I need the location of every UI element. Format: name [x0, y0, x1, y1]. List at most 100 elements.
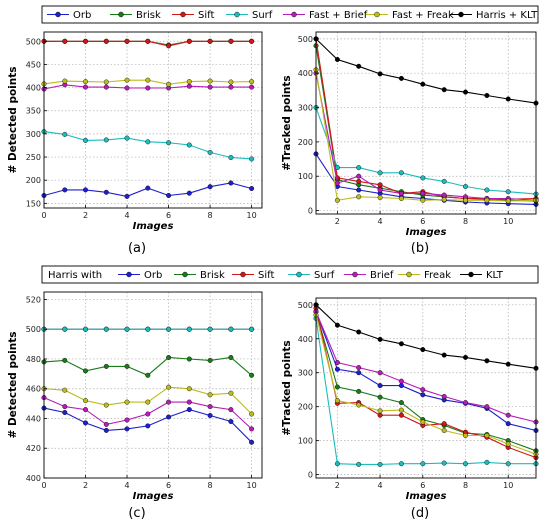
data-point [145, 139, 151, 145]
legend-entry: Surf [226, 10, 273, 21]
data-point [420, 81, 426, 87]
series-line [315, 69, 537, 202]
x-tick-label: 4 [378, 217, 383, 226]
y-tick-label: 100 [298, 172, 313, 181]
legend-label: Sift [198, 10, 214, 21]
series-fast-brief [41, 82, 255, 92]
data-point [103, 189, 109, 195]
data-point [82, 38, 88, 44]
data-point [356, 173, 362, 179]
data-point [62, 387, 68, 393]
y-tick-label: 500 [298, 301, 313, 310]
x-tick-label: 8 [463, 481, 468, 490]
data-point [228, 154, 234, 160]
data-point [463, 400, 469, 406]
x-tick-label: 6 [166, 481, 171, 490]
data-point [62, 78, 68, 84]
data-point [377, 412, 383, 418]
data-point [103, 79, 109, 85]
data-point [228, 355, 234, 361]
legend-entry: Brisk [110, 10, 161, 21]
grid-lines [43, 292, 262, 479]
legend-top: Orb Brisk Sift Surf Fast + Brief Fast + Freak… [41, 5, 539, 24]
legend-entry: Fast + Brief [283, 10, 368, 21]
data-point [484, 358, 490, 364]
data-point [398, 195, 404, 201]
data-point [463, 183, 469, 189]
y-tick-label: 400 [26, 474, 41, 483]
data-point [82, 407, 88, 413]
data-point [420, 461, 426, 467]
data-point [334, 180, 340, 186]
data-point [441, 428, 447, 434]
data-point [228, 79, 234, 85]
data-point [124, 135, 130, 141]
legend-label: Freak [424, 270, 451, 281]
series-sift [313, 305, 539, 461]
data-point [377, 71, 383, 77]
y-tick-label: 350 [26, 107, 41, 116]
data-point [398, 341, 404, 347]
series-line [315, 308, 537, 459]
data-point [441, 87, 447, 93]
data-point [124, 426, 130, 432]
data-point [186, 399, 192, 405]
data-point [334, 461, 340, 467]
data-point [62, 38, 68, 44]
y-tick-label: 200 [298, 403, 313, 412]
data-point [82, 137, 88, 143]
data-point [398, 461, 404, 467]
data-point [207, 413, 213, 419]
x-tick-label: 2 [83, 211, 88, 220]
data-point [249, 84, 255, 90]
y-tick-label: 500 [298, 35, 313, 44]
legend-label: Brief [370, 270, 394, 281]
data-point [166, 81, 172, 87]
y-axis-label: #Tracked points [281, 75, 293, 170]
series-line [315, 304, 537, 369]
legend-entry: KLT [460, 270, 504, 281]
legend-prefix: Harris with [48, 270, 102, 281]
data-point [398, 400, 404, 406]
data-point [124, 38, 130, 44]
data-point [484, 197, 490, 203]
data-point [145, 38, 151, 44]
x-tick-label: 8 [208, 481, 213, 490]
y-tick-label: 440 [26, 414, 41, 423]
data-point [166, 140, 172, 146]
data-point [441, 460, 447, 466]
legend-entry: Sift [172, 10, 214, 21]
data-point [82, 368, 88, 374]
data-point [124, 193, 130, 199]
data-point [228, 38, 234, 44]
data-point [441, 192, 447, 198]
x-tick-label: 10 [503, 217, 513, 226]
data-point [103, 402, 109, 408]
legend-label: Sift [258, 270, 274, 281]
series-line [315, 311, 537, 423]
data-point [82, 398, 88, 404]
grid-lines [316, 298, 536, 478]
data-point [103, 38, 109, 44]
data-point [356, 165, 362, 171]
data-point [124, 85, 130, 91]
data-point [420, 347, 426, 353]
series-line [315, 107, 537, 195]
data-point [124, 363, 130, 369]
data-point [463, 433, 469, 439]
legend-label: Orb [73, 10, 91, 21]
data-point [377, 336, 383, 342]
legend-swatch-marker [374, 11, 380, 18]
x-tick-label: 2 [335, 217, 340, 226]
plot-frame [43, 291, 263, 479]
data-point [463, 354, 469, 360]
series-surf [41, 326, 255, 332]
legend-swatch-marker [55, 11, 61, 18]
data-point [398, 378, 404, 384]
y-axis-label: # Detected points [7, 331, 19, 438]
legend-entry: Brief [344, 270, 394, 281]
data-point [505, 198, 511, 204]
data-point [103, 84, 109, 90]
